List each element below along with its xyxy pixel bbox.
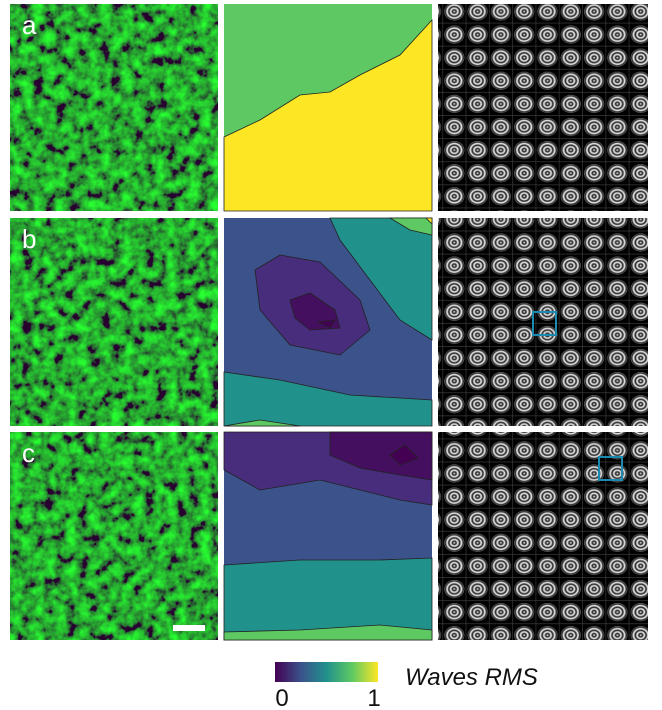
highlight-box [532,311,557,336]
panel-label: a [22,10,37,40]
contour-map [223,217,433,427]
panel-label: b [22,224,36,254]
micrograph [10,218,218,426]
panel-label: c [22,438,35,468]
psf-grid [438,218,648,426]
scale-bar [173,625,205,631]
colorbar [275,662,378,682]
psf-grid [438,4,648,211]
micrograph [10,4,218,211]
contour-map [223,431,433,641]
highlight-box [598,456,623,481]
colorbar-tick-label: 1 [367,685,380,710]
micrograph [10,432,218,640]
colorbar-tick-label: 0 [275,685,288,710]
contour-map [223,4,433,212]
colorbar-label: Waves RMS [405,664,538,691]
psf-grid [438,432,648,640]
